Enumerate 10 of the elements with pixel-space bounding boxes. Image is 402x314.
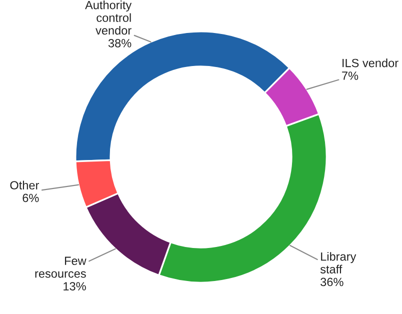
data-label: 6%: [22, 194, 39, 202]
slice-label: ILS vendor: [342, 58, 398, 68]
data-label: 13%: [64, 282, 86, 290]
data-label: 38%: [108, 39, 132, 48]
data-label: 36%: [320, 278, 344, 286]
slice-label: Authority control vendor: [85, 0, 132, 35]
slice-label: Few resources: [35, 256, 86, 278]
data-label: 7%: [342, 72, 358, 80]
slice-label: Other: [10, 180, 40, 190]
slice-label: Library staff: [320, 252, 356, 274]
